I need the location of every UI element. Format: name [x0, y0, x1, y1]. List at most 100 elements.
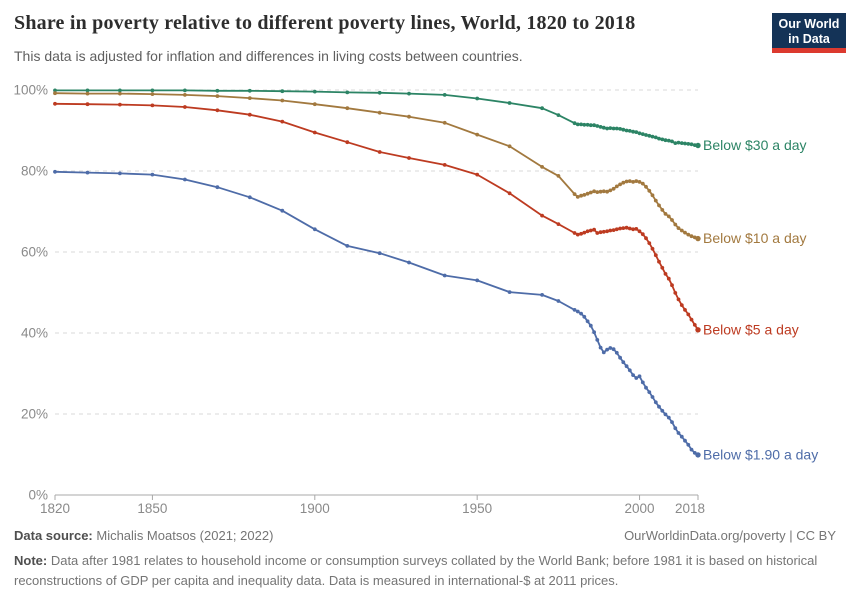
- data-point-below-1-90-a-day-1981: [575, 309, 580, 314]
- data-point-below-10-a-day-1840: [118, 91, 122, 96]
- data-point-below-30-a-day-2005: [653, 135, 658, 140]
- data-point-below-30-a-day-1981: [575, 122, 580, 127]
- data-point-below-30-a-day-2002: [644, 133, 648, 137]
- data-point-below-30-a-day-2008: [663, 138, 668, 143]
- data-point-below-5-a-day-1986: [592, 227, 596, 232]
- data-point-below-1-90-a-day-2004: [650, 395, 655, 399]
- y-tick-label-80: 80%: [21, 164, 48, 179]
- data-point-below-10-a-day-1987: [595, 190, 600, 195]
- data-point-below-1-90-a-day-1975: [556, 299, 561, 303]
- x-tick-label-1850: 1850: [137, 501, 167, 516]
- chart-subtitle: This data is adjusted for inflation and …: [14, 48, 523, 64]
- series-end-dot-below-30-a-day: [695, 142, 701, 149]
- data-point-below-1-90-a-day-1984: [585, 319, 590, 324]
- series-label-below-5-a-day[interactable]: Below $5 a day: [703, 321, 799, 337]
- series-below-5-a-day[interactable]: Below $5 a day: [53, 101, 799, 337]
- data-point-below-10-a-day-1983: [582, 193, 587, 197]
- data-point-below-10-a-day-1970: [540, 165, 544, 169]
- data-point-below-10-a-day-1989: [601, 189, 606, 194]
- data-point-below-5-a-day-2009: [666, 276, 671, 281]
- data-point-below-5-a-day-1996: [624, 225, 629, 230]
- data-point-below-10-a-day-2014: [683, 230, 687, 235]
- data-point-below-5-a-day-2014: [683, 308, 687, 312]
- data-point-below-5-a-day-1983: [582, 230, 587, 235]
- series-below-30-a-day[interactable]: Below $30 a day: [53, 88, 807, 153]
- data-point-below-1-90-a-day-2007: [660, 408, 665, 413]
- data-point-below-30-a-day-1999: [634, 130, 639, 135]
- data-point-below-1-90-a-day-1982: [579, 311, 583, 316]
- owid-url-link[interactable]: OurWorldinData.org/poverty | CC BY: [624, 528, 836, 543]
- data-point-below-5-a-day-1988: [598, 230, 603, 235]
- data-point-below-1-90-a-day-1999: [634, 376, 639, 380]
- data-point-below-30-a-day-1929: [407, 91, 411, 96]
- y-tick-label-60: 60%: [21, 245, 48, 260]
- data-point-below-5-a-day-1820: [53, 101, 57, 106]
- data-point-below-5-a-day-2006: [657, 259, 661, 264]
- data-point-below-5-a-day-1985: [588, 228, 593, 233]
- data-point-below-30-a-day-2004: [650, 134, 655, 139]
- data-point-below-1-90-a-day-2006: [657, 404, 661, 409]
- data-point-below-10-a-day-2000: [637, 180, 642, 184]
- series-line-below-10-a-day[interactable]: [54, 92, 699, 240]
- chart-note-label: Note:: [14, 553, 48, 568]
- series-below-1-90-a-day[interactable]: Below $1.90 a day: [53, 169, 818, 463]
- series-end-dot-below-1-90-a-day: [695, 452, 701, 458]
- data-point-below-5-a-day-1991: [608, 228, 613, 233]
- data-point-below-1-90-a-day-2013: [679, 434, 684, 439]
- data-point-below-1-90-a-day-1983: [582, 314, 587, 319]
- data-point-below-30-a-day-1950: [475, 96, 480, 101]
- data-point-below-30-a-day-2010: [670, 139, 674, 144]
- data-point-below-30-a-day-1984: [585, 122, 590, 127]
- data-point-below-30-a-day-2014: [683, 141, 687, 146]
- data-point-below-5-a-day-1980: [572, 231, 577, 235]
- data-point-below-5-a-day-1840: [118, 102, 122, 107]
- series-line-below-30-a-day[interactable]: [54, 89, 699, 147]
- data-point-below-1-90-a-day-2016: [689, 447, 694, 452]
- series-below-10-a-day[interactable]: Below $10 a day: [53, 91, 807, 246]
- data-point-below-10-a-day-1929: [407, 114, 411, 119]
- data-point-below-10-a-day-1996: [624, 179, 629, 184]
- data-point-below-30-a-day-1890: [280, 89, 285, 94]
- x-tick-label-2018: 2018: [675, 501, 705, 516]
- data-point-below-5-a-day-1890: [280, 119, 285, 124]
- data-point-below-10-a-day-1890: [280, 98, 285, 103]
- data-point-below-10-a-day-1980: [572, 192, 577, 197]
- data-point-below-30-a-day-1920: [377, 90, 382, 95]
- data-point-below-10-a-day-1860: [183, 93, 187, 97]
- data-point-below-10-a-day-1960: [507, 144, 512, 149]
- series-label-below-30-a-day[interactable]: Below $30 a day: [703, 137, 807, 153]
- data-source: Data source: Michalis Moatsos (2021; 202…: [14, 528, 273, 543]
- y-tick-label-40: 40%: [21, 326, 48, 341]
- data-point-below-10-a-day-1991: [608, 188, 613, 193]
- data-point-below-10-a-day-2008: [663, 212, 668, 216]
- data-point-below-30-a-day-1993: [614, 126, 619, 131]
- data-point-below-5-a-day-2003: [647, 241, 652, 246]
- data-point-below-30-a-day-1982: [579, 122, 583, 127]
- data-point-below-5-a-day-1860: [183, 105, 187, 109]
- data-point-below-1-90-a-day-1910: [345, 244, 350, 248]
- data-point-below-1-90-a-day-2003: [647, 390, 652, 394]
- data-point-below-5-a-day-2008: [663, 272, 668, 276]
- data-point-below-5-a-day-1981: [575, 232, 580, 237]
- data-point-below-5-a-day-1987: [595, 231, 600, 235]
- data-point-below-5-a-day-1989: [601, 229, 606, 234]
- owid-logo[interactable]: Our World in Data: [772, 13, 846, 53]
- data-point-below-30-a-day-2011: [673, 141, 678, 146]
- data-point-below-10-a-day-2002: [644, 184, 648, 189]
- data-point-below-10-a-day-1999: [634, 179, 639, 184]
- data-source-value: Michalis Moatsos (2021; 2022): [92, 528, 274, 543]
- data-point-below-1-90-a-day-1993: [614, 350, 619, 355]
- y-tick-label-0: 0%: [28, 488, 48, 503]
- series-label-below-1-90-a-day[interactable]: Below $1.90 a day: [703, 446, 818, 462]
- data-point-below-1-90-a-day-1991: [608, 346, 613, 350]
- data-point-below-30-a-day-1989: [601, 125, 606, 130]
- data-point-below-10-a-day-2007: [660, 208, 665, 212]
- series-line-below-1-90-a-day[interactable]: [54, 170, 699, 456]
- series-label-below-10-a-day[interactable]: Below $10 a day: [703, 230, 807, 246]
- data-point-below-5-a-day-2015: [686, 312, 691, 317]
- data-point-below-30-a-day-2013: [679, 141, 684, 146]
- series-line-below-5-a-day[interactable]: [54, 102, 699, 331]
- data-point-below-5-a-day-1900: [312, 130, 317, 135]
- data-point-below-5-a-day-2002: [644, 236, 648, 241]
- data-point-below-30-a-day-1988: [598, 125, 603, 129]
